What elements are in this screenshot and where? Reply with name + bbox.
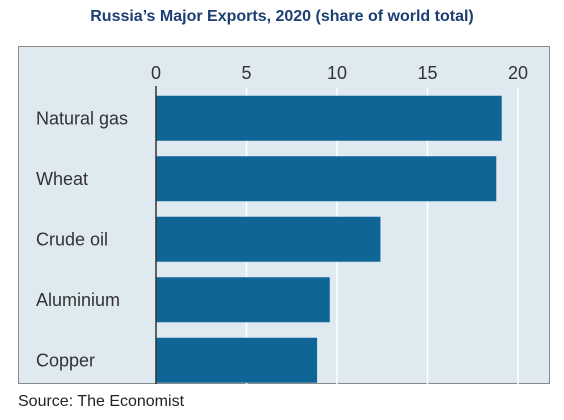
x-tick-label: 0 bbox=[151, 63, 161, 83]
category-label: Natural gas bbox=[36, 108, 128, 128]
bar bbox=[156, 156, 497, 202]
category-label: Crude oil bbox=[36, 229, 108, 249]
category-label: Copper bbox=[36, 350, 95, 370]
x-tick-label: 15 bbox=[417, 63, 437, 83]
category-label: Aluminium bbox=[36, 290, 120, 310]
category-label: Wheat bbox=[36, 169, 88, 189]
x-tick-label: 5 bbox=[241, 63, 251, 83]
bar bbox=[156, 216, 381, 262]
bar bbox=[156, 95, 502, 141]
chart-title: Russia’s Major Exports, 2020 (share of w… bbox=[90, 8, 474, 25]
source-note: Source: The Economist bbox=[18, 393, 185, 410]
x-tick-label: 20 bbox=[508, 63, 528, 83]
bar bbox=[156, 277, 330, 323]
bar bbox=[156, 337, 318, 383]
x-tick-label: 10 bbox=[327, 63, 347, 83]
